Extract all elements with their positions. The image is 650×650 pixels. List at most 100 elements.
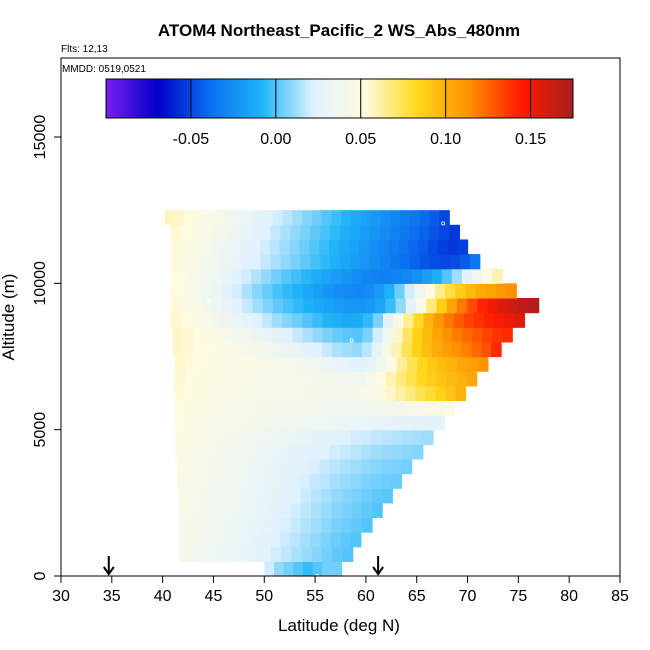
heatmap-cell (215, 356, 226, 372)
heatmap-cell (260, 224, 271, 241)
flights-label: Flts: 12,13 (61, 44, 108, 55)
heatmap-cell (217, 458, 229, 475)
heatmap-cell (351, 517, 363, 533)
heatmap-cell (300, 532, 311, 548)
heatmap-cell (210, 268, 222, 284)
heatmap-cell (270, 224, 281, 241)
heatmap-cell (174, 371, 186, 387)
heatmap-cell (209, 488, 221, 504)
heatmap-cell (391, 458, 403, 475)
x-tick-label: 65 (408, 588, 426, 605)
heatmap-cell (371, 400, 383, 416)
heatmap-cell (296, 356, 307, 372)
heatmap-cell (180, 224, 192, 241)
heatmap-cell (361, 400, 373, 416)
heatmap-cell (349, 224, 361, 241)
heatmap-cell (375, 297, 386, 314)
heatmap-cell (341, 268, 353, 284)
y-axis-title: Altitude (m) (0, 274, 18, 361)
heatmap-cell (322, 327, 334, 343)
heatmap-cell (267, 429, 279, 445)
heatmap-cell (309, 415, 321, 431)
heatmap-cell (359, 224, 371, 241)
heatmap-cell (225, 371, 236, 387)
heatmap-cell (195, 415, 207, 431)
heatmap-cell (392, 400, 404, 416)
arrow-head (372, 566, 384, 576)
heatmap-cell (402, 429, 413, 445)
heatmap-cell (200, 224, 212, 241)
y-tick-label: 15000 (32, 115, 49, 160)
heatmap-cell (336, 356, 348, 372)
heatmap-cell (441, 341, 452, 358)
heatmap-cell (283, 561, 294, 577)
heatmap-cell (419, 224, 431, 241)
heatmap-cell (322, 312, 334, 328)
heatmap-cell (368, 239, 380, 255)
heatmap-cell (372, 312, 384, 328)
title-group: ATOM4 Northeast_Pacific_2 WS_Abs_480nm F… (61, 21, 520, 75)
heatmap-cell (319, 400, 331, 416)
heatmap-cell (199, 502, 210, 519)
heatmap-cell (427, 356, 438, 372)
heatmap-cell (300, 254, 311, 270)
flight-marker (441, 221, 446, 226)
heatmap-cell (300, 517, 312, 533)
heatmap-cell (170, 312, 182, 328)
heatmap-cell (437, 356, 449, 372)
heatmap-cell (273, 561, 285, 577)
heatmap-cell (271, 268, 282, 284)
heatmap-cell (280, 488, 292, 504)
heatmap-cell (385, 297, 397, 314)
heatmap-cell (232, 297, 243, 314)
heatmap-cell (447, 239, 459, 255)
heatmap-cell (382, 312, 394, 328)
heatmap-cell (416, 297, 427, 314)
plot-frame (60, 57, 621, 577)
heatmap-cell (302, 561, 314, 577)
heatmap-cell (320, 532, 332, 548)
heatmap-cell (435, 385, 447, 401)
heatmap-cell (340, 444, 352, 460)
heatmap-cell (390, 210, 401, 226)
heatmap-cell (508, 297, 519, 314)
heatmap-cell (289, 458, 300, 475)
heatmap-cell (340, 473, 352, 489)
heatmap-cell (341, 341, 353, 358)
flight-marker (170, 278, 175, 283)
heatmap-cell (321, 268, 333, 284)
heatmap-cell (309, 239, 320, 255)
heatmap-cell (411, 268, 423, 284)
heatmap-cell (185, 415, 197, 431)
heatmap-cell (205, 415, 217, 431)
heatmap-cell (299, 473, 311, 489)
heatmap-cell (227, 458, 239, 475)
heatmap-cell (350, 532, 362, 548)
heatmap-cell (302, 327, 314, 343)
heatmap-cell (398, 239, 409, 255)
heatmap-cell (402, 444, 414, 460)
heatmap-cell (423, 400, 435, 416)
heatmap-cell (292, 327, 304, 343)
heatmap-cell (295, 371, 307, 387)
heatmap-cell (463, 312, 475, 328)
heatmap-cell (199, 488, 210, 504)
heatmap-cell (439, 254, 451, 270)
heatmap-cell (309, 473, 321, 489)
heatmap-cell (182, 341, 194, 358)
heatmap-cell (451, 268, 463, 284)
heatmap-cell (391, 429, 403, 445)
heatmap-cell (316, 356, 327, 372)
heatmap-cell (291, 546, 303, 562)
heatmap-cell (170, 224, 182, 241)
heatmap-cell (412, 327, 423, 343)
heatmap-cell (170, 283, 182, 299)
colorbar-gradient (105, 78, 574, 119)
heatmap-cell (350, 400, 362, 416)
heatmap-cell (289, 473, 300, 489)
x-tick-label: 75 (509, 588, 527, 605)
heatmap-cell (319, 473, 331, 489)
heatmap-cell (265, 356, 277, 372)
heatmap-cell (185, 400, 197, 416)
heatmap-cell (174, 210, 185, 226)
